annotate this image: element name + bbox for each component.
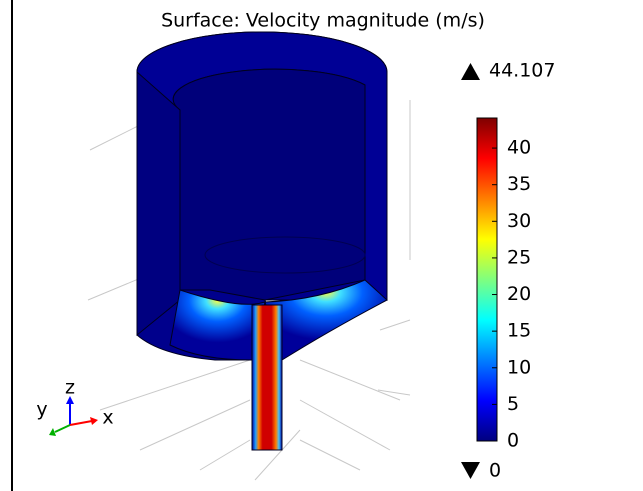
colorbar-tick-label: 15 — [507, 320, 531, 342]
colorbar-tick-label: 5 — [507, 393, 519, 415]
colorbar — [477, 118, 497, 441]
colorbar-tick-label: 35 — [507, 173, 531, 195]
axis-triad — [49, 396, 98, 436]
chart-title: Surface: Velocity magnitude (m/s) — [161, 10, 485, 32]
colorbar-tick-label: 0 — [507, 430, 519, 452]
geometry — [137, 32, 387, 450]
max-label: 44.107 — [489, 60, 555, 82]
axis-label-y: y — [36, 399, 47, 421]
chart: Surface: Velocity magnitude (m/s) 44.107… — [0, 0, 643, 491]
colorbar-tick-label: 20 — [507, 283, 531, 305]
axis-label-z: z — [65, 377, 75, 399]
max-marker — [461, 63, 480, 80]
min-label: 0 — [489, 460, 501, 482]
colorbar-tick-label: 30 — [507, 210, 531, 232]
axis-label-x: x — [102, 407, 113, 429]
colorbar-tick-label: 25 — [507, 246, 531, 268]
min-marker — [461, 462, 480, 479]
colorbar-tick-label: 40 — [507, 137, 531, 159]
colorbar-tick-label: 10 — [507, 356, 531, 378]
